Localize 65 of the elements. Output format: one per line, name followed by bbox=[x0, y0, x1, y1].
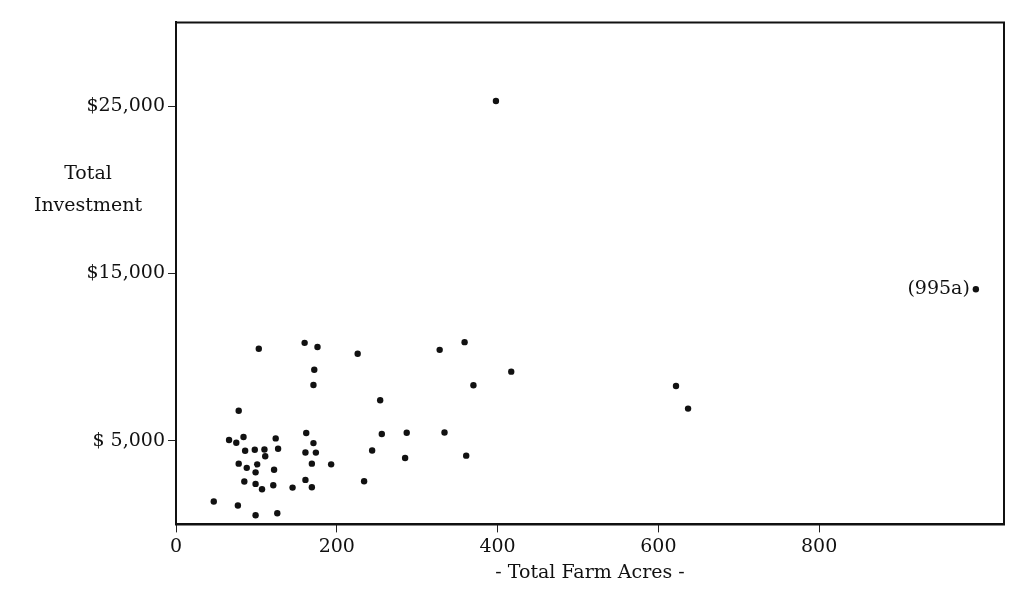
point bbox=[253, 461, 261, 468]
point bbox=[308, 484, 316, 491]
x-tick-label: 400 bbox=[479, 533, 516, 556]
point bbox=[436, 346, 443, 354]
point bbox=[262, 453, 269, 460]
point bbox=[312, 449, 320, 456]
point bbox=[241, 447, 249, 454]
point bbox=[403, 429, 410, 436]
point bbox=[308, 460, 316, 467]
x-tick-label: 200 bbox=[318, 533, 355, 556]
point bbox=[302, 476, 309, 484]
point bbox=[258, 486, 266, 493]
point bbox=[210, 498, 217, 505]
point bbox=[314, 343, 321, 351]
x-tick-label: 600 bbox=[640, 533, 677, 556]
point bbox=[492, 97, 500, 105]
x-tick-label: 800 bbox=[800, 533, 838, 556]
point bbox=[255, 345, 262, 352]
point bbox=[252, 512, 259, 519]
point bbox=[310, 381, 317, 389]
point bbox=[327, 461, 335, 468]
point bbox=[302, 449, 309, 456]
point bbox=[272, 435, 279, 442]
point bbox=[233, 439, 240, 446]
point bbox=[235, 460, 242, 467]
point bbox=[289, 484, 296, 491]
point bbox=[274, 445, 282, 452]
point bbox=[368, 447, 376, 454]
point bbox=[684, 405, 692, 412]
point bbox=[261, 446, 268, 453]
point bbox=[470, 381, 477, 389]
y-tick-label: $25,000 bbox=[86, 93, 165, 115]
point bbox=[251, 446, 258, 453]
point bbox=[270, 482, 277, 489]
point bbox=[303, 429, 310, 437]
point bbox=[441, 429, 448, 436]
y-tick-label: $ 5,000 bbox=[92, 427, 165, 450]
point bbox=[378, 430, 385, 438]
point bbox=[241, 478, 248, 485]
point bbox=[354, 350, 361, 357]
y-tick-label: $15,000 bbox=[86, 260, 165, 283]
y-axis-title: Total Investment bbox=[33, 160, 143, 215]
point bbox=[311, 366, 318, 373]
point bbox=[252, 469, 259, 476]
point bbox=[235, 407, 242, 414]
point bbox=[234, 502, 242, 509]
point bbox=[240, 433, 247, 441]
x-axis-title: - Total Farm Acres - bbox=[495, 559, 685, 582]
point bbox=[508, 368, 515, 375]
point bbox=[672, 382, 680, 390]
point bbox=[243, 464, 250, 472]
point bbox=[270, 466, 278, 473]
point bbox=[360, 478, 368, 485]
point bbox=[376, 397, 384, 404]
point bbox=[252, 480, 259, 488]
point bbox=[463, 452, 470, 459]
x-tick-label: 0 bbox=[169, 533, 183, 556]
point bbox=[310, 439, 317, 447]
point bbox=[301, 339, 308, 347]
point bbox=[274, 509, 281, 517]
point bbox=[401, 454, 409, 462]
point bbox=[972, 286, 980, 293]
point bbox=[225, 436, 233, 444]
point bbox=[461, 338, 468, 346]
annotation: (995a) bbox=[907, 276, 970, 299]
